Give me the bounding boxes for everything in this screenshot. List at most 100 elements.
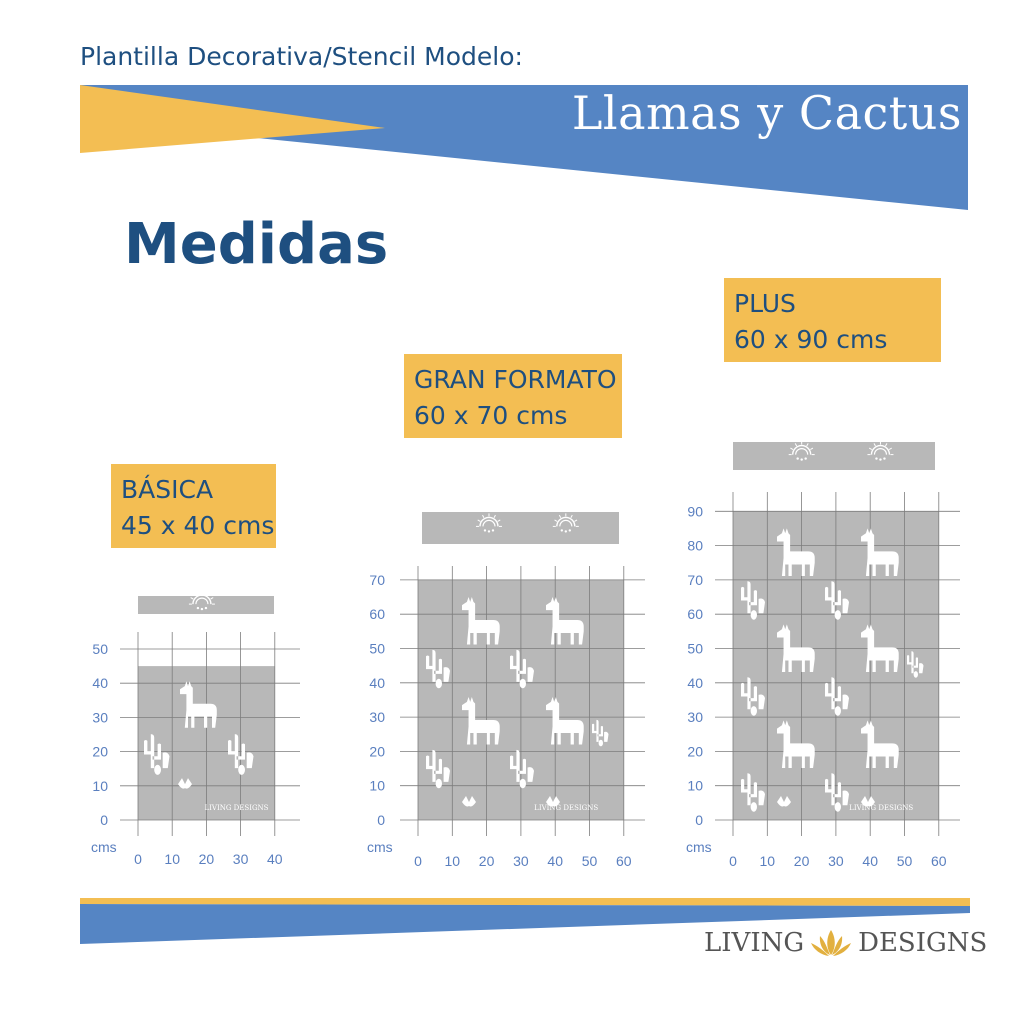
llama-icon [546,696,584,745]
y-tick-label: 50 [92,641,108,657]
sun-ray [574,519,578,522]
y-tick-label: 50 [687,641,703,657]
sun-dot [491,529,495,532]
sun-arc [482,519,496,527]
cactus-shape [527,667,534,682]
sun-dot [560,529,564,532]
sun-ray [885,443,888,447]
sun-ray [493,514,496,518]
y-tick-label: 40 [92,675,108,691]
cactus-icon [510,749,534,789]
cactus-shape [741,677,757,710]
x-tick-label: 50 [582,853,598,869]
llama-shape [546,696,584,745]
llama-icon [861,624,899,672]
stencil-pattern [741,528,924,812]
stencil-chart-gran: 0 10 20 30 40 50 60 70 0 10 20 30 40 50 60 cms LIVING DE… [367,512,645,869]
llama-shape [777,720,815,768]
y-tick-label: 10 [92,778,108,794]
brand-logo: LIVING DESIGNS [704,928,987,958]
llama-icon [546,596,584,645]
sun-ray [888,447,892,451]
cactus-shape [907,651,918,674]
y-tick-label: 30 [92,709,108,725]
cactus-pot [435,678,442,689]
banner-yellow-wedge [80,85,385,153]
flower-icon [178,778,192,789]
y-tick-label: 60 [369,606,385,622]
sun-motif-icon [788,441,815,461]
sun-ray [806,443,809,447]
flower-icon [546,796,560,807]
sun-ray [554,519,558,522]
sun-ray [868,447,873,451]
y-tick-label: 10 [687,778,703,794]
lotus-icon [811,930,852,956]
sun-dot [483,529,487,532]
section-title: Medidas [124,212,389,277]
x-tick-label: 10 [164,851,180,867]
sun-ray [558,514,562,518]
y-tick-label: 0 [100,812,108,828]
llama-shape [861,528,899,576]
cactus-shape [741,581,757,614]
llama-icon [861,720,899,768]
cactus-icon [144,734,170,775]
cactus-pot [750,802,757,812]
cactus-shape [510,749,526,782]
size-name: BÁSICA [121,475,214,504]
cactus-pot [435,778,442,789]
y-tick-label: 40 [687,675,703,691]
x-tick-label: 30 [233,851,249,867]
x-tick-label: 10 [445,853,461,869]
sun-dot [796,457,799,460]
y-tick-label: 0 [377,812,385,828]
sun-ray [794,443,798,447]
size-name: GRAN FORMATO [414,365,617,394]
cactus-shape [758,694,765,710]
brand-right-word: DESIGNS [858,928,988,958]
llama-icon [180,681,217,728]
cactus-pot [519,678,526,689]
y-tick-label: 60 [687,606,703,622]
sun-arc [870,444,891,455]
sun-arc [873,448,888,455]
x-tick-label: 40 [267,851,283,867]
cactus-shape [443,767,450,782]
watermark-text: LIVING DESIGNS [534,804,598,812]
sun-ray [190,597,194,600]
sun-arc [795,448,809,455]
sun-dot [564,530,568,533]
sun-dot [568,529,572,532]
cactus-shape [919,663,924,674]
cactus-icon [907,651,924,678]
flower-shape [462,796,476,807]
cactus-icon [825,677,849,716]
sun-arc [479,516,499,527]
watermark-text: LIVING DESIGNS [849,804,913,812]
x-tick-label: 60 [931,853,947,869]
flower-icon [462,796,476,807]
x-tick-label: 30 [513,853,529,869]
flower-shape [777,796,791,807]
sun-motif-icon [552,513,579,533]
header-banner [80,85,968,210]
y-tick-label: 90 [687,503,703,519]
flower-icon [777,796,791,807]
llama-shape [180,681,217,728]
cactus-pot [598,739,603,747]
y-tick-label: 20 [369,743,385,759]
sun-ray [477,519,481,522]
x-tick-label: 60 [616,853,632,869]
cactus-pot [750,610,757,620]
size-dims: 60 x 90 cms [734,325,888,354]
cactus-shape [246,752,254,769]
border-strip [733,442,935,470]
cactus-shape [604,731,609,742]
x-tick-label: 30 [828,853,844,869]
llama-icon [777,624,815,672]
sun-dot [196,606,200,610]
cactus-pot [750,706,757,716]
flower-shape [861,796,875,807]
y-tick-label: 50 [369,641,385,657]
